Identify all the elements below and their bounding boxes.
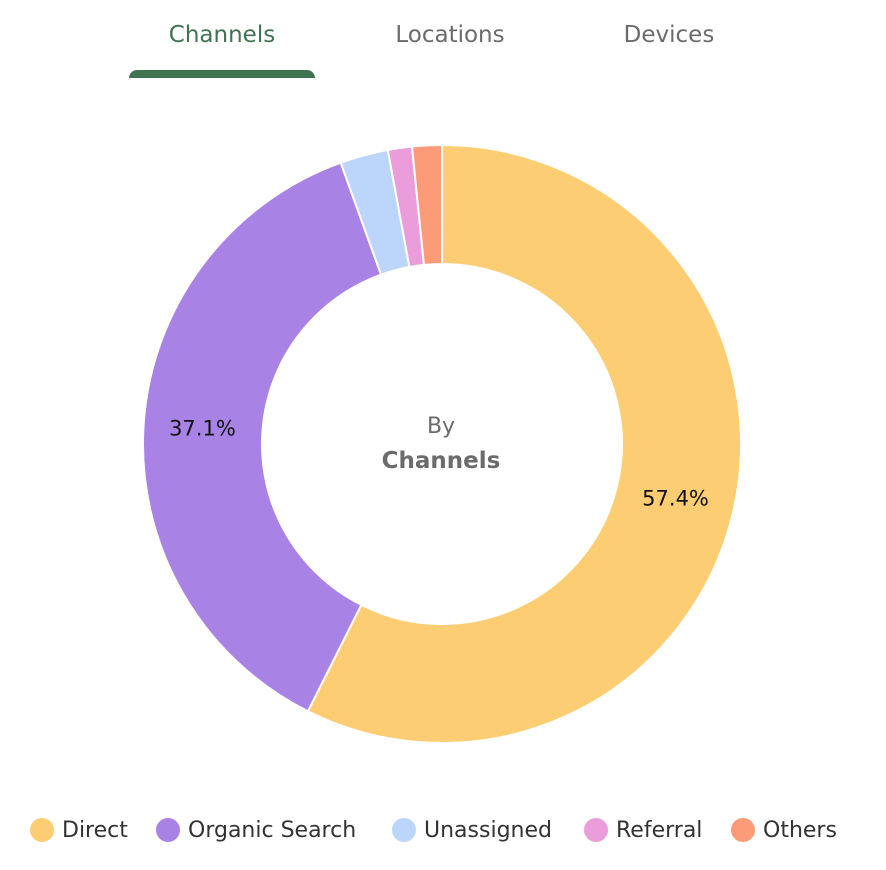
legend-label-unassigned: Unassigned	[424, 817, 552, 843]
tab-locations[interactable]: Locations	[357, 22, 543, 78]
donut-slice-labels: 57.4% 37.1%	[169, 417, 709, 511]
legend-swatch-unassigned	[392, 818, 416, 842]
chart-legend: Direct Organic Search Unassigned Referra…	[30, 812, 870, 848]
legend-swatch-direct	[30, 818, 54, 842]
donut-center-caption: By	[426, 414, 456, 439]
slice-value-label-organic-search: 37.1%	[169, 417, 236, 441]
active-tab-indicator	[129, 70, 315, 78]
legend-swatch-referral	[584, 818, 608, 842]
legend-swatch-others	[731, 818, 755, 842]
donut-center-title: Channels	[381, 448, 501, 474]
donut-slice-direct[interactable]	[306, 143, 742, 744]
legend-item-direct[interactable]: Direct	[30, 812, 128, 848]
slice-value-label-direct: 57.4%	[642, 486, 709, 510]
tab-devices-label: Devices	[623, 22, 715, 48]
tab-channels-label: Channels	[168, 22, 276, 48]
tab-locations-label: Locations	[395, 22, 505, 48]
legend-item-referral[interactable]: Referral	[584, 812, 702, 848]
tab-channels[interactable]: Channels	[129, 22, 315, 78]
legend-item-unassigned[interactable]: Unassigned	[392, 812, 552, 848]
tab-bar: Channels Locations Devices	[0, 0, 886, 80]
donut-slice-organic-search[interactable]	[142, 161, 383, 713]
legend-label-organic-search: Organic Search	[188, 817, 357, 843]
legend-item-others[interactable]: Others	[731, 812, 837, 848]
donut-slice-others[interactable]	[410, 143, 443, 267]
legend-swatch-organic-search	[156, 818, 180, 842]
legend-label-others: Others	[763, 817, 837, 843]
legend-item-organic-search[interactable]: Organic Search	[156, 812, 356, 848]
legend-label-referral: Referral	[616, 817, 703, 843]
tab-devices[interactable]: Devices	[576, 22, 762, 78]
donut-slices	[142, 143, 742, 744]
legend-label-direct: Direct	[62, 817, 128, 843]
